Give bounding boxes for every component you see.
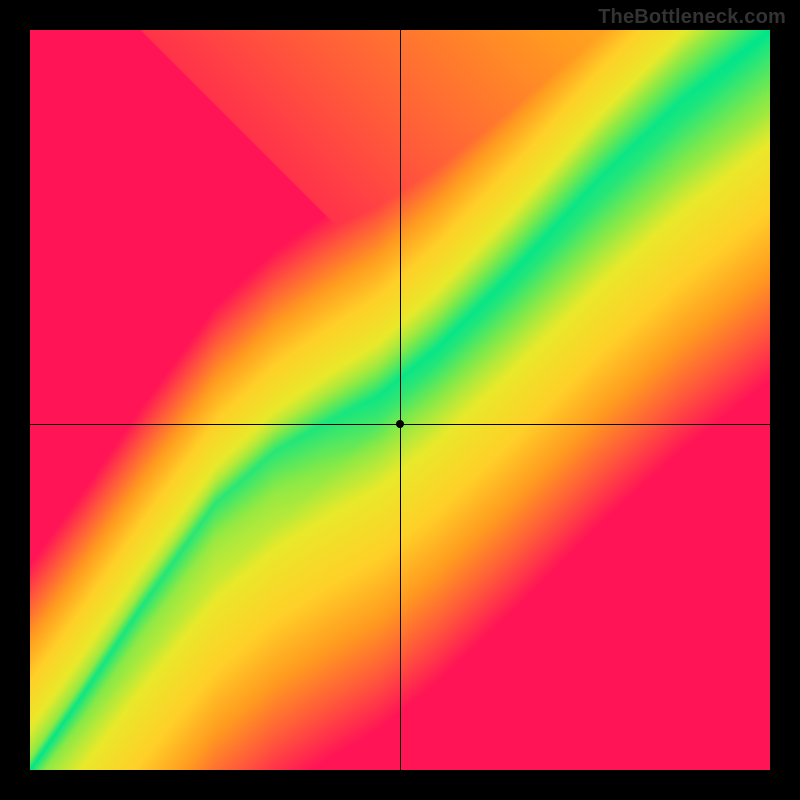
chart-frame: TheBottleneck.com bbox=[0, 0, 800, 800]
crosshair-marker bbox=[396, 420, 404, 428]
watermark-text: TheBottleneck.com bbox=[598, 6, 786, 29]
plot-area bbox=[30, 30, 770, 770]
crosshair-vertical bbox=[400, 30, 401, 770]
